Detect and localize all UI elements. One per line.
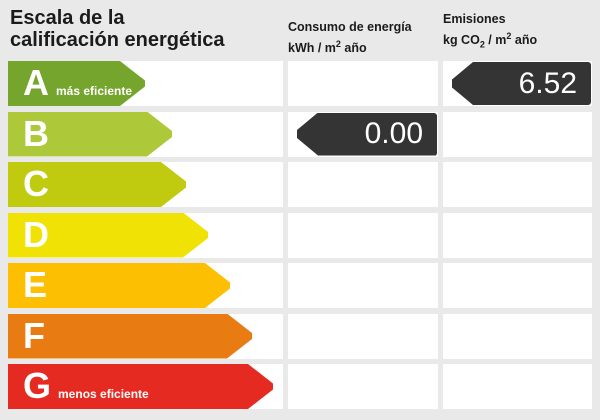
consumo-cell-d (288, 212, 438, 258)
grade-note-g: menos eficiente (58, 387, 149, 401)
grade-letter-e: E (23, 264, 48, 305)
grade-row-c: C (8, 162, 592, 207)
grade-note-a: más eficiente (56, 84, 133, 98)
emisiones-cell-f (443, 313, 592, 359)
emisiones-column-unit: kg CO2 / m2 año (443, 31, 538, 50)
consumo-cell-g (288, 364, 438, 409)
grade-letter-a: A (23, 62, 49, 103)
emisiones-cell-e (443, 263, 592, 308)
consumo-cell-c (288, 162, 438, 207)
grade-arrow-e: E (8, 263, 230, 308)
emisiones-cell-a: 6.52 (443, 61, 592, 106)
consumo-cell-f (288, 313, 438, 359)
consumo-value-marker: 0.00 (297, 113, 437, 156)
scale-cell-c: C (8, 162, 283, 207)
scale-cell-e: E (8, 263, 283, 308)
page-title-line2: calificación energética (10, 29, 225, 51)
scale-cell-a: A más eficiente (8, 61, 283, 106)
consumo-column-title: Consumo de energía (288, 20, 412, 34)
consumo-value: 0.00 (364, 117, 423, 150)
grade-letter-c: C (23, 163, 49, 204)
rating-table: A más eficiente 6.52 B 0.00 (8, 61, 592, 409)
page-title-line1: Escala de la (10, 7, 125, 29)
grade-row-f: F (8, 313, 592, 359)
grade-arrow-c: C (8, 162, 186, 207)
grade-row-g: G menos eficiente (8, 364, 592, 409)
emisiones-column-title: Emisiones (443, 12, 506, 26)
grade-letter-d: D (23, 213, 49, 255)
grade-arrow-g: G menos eficiente (8, 364, 273, 409)
scale-cell-d: D (8, 212, 283, 258)
grade-row-a: A más eficiente 6.52 (8, 61, 592, 106)
consumo-cell-b: 0.00 (288, 111, 438, 157)
scale-cell-b: B (8, 111, 283, 157)
emisiones-cell-c (443, 162, 592, 207)
grade-letter-g: G (23, 365, 52, 406)
grade-arrow-a: A más eficiente (8, 61, 145, 106)
grade-row-d: D (8, 212, 592, 258)
emisiones-cell-g (443, 364, 592, 409)
consumo-column-header: Consumo de energía kWh / m2 año (288, 19, 412, 57)
emisiones-cell-d (443, 212, 592, 258)
consumo-cell-a (288, 61, 438, 106)
grade-row-e: E (8, 263, 592, 308)
page-title: Escala de la calificación energética (10, 7, 225, 51)
grade-arrow-d: D (8, 213, 208, 258)
consumo-cell-e (288, 263, 438, 308)
scale-cell-g: G menos eficiente (8, 364, 283, 409)
scale-cell-f: F (8, 313, 283, 359)
emisiones-value-marker: 6.52 (452, 62, 591, 105)
emisiones-column-header: Emisiones kg CO2 / m2 año (443, 11, 537, 54)
grade-letter-f: F (23, 314, 45, 356)
grade-letter-b: B (23, 112, 49, 154)
consumo-column-unit: kWh / m2 año (288, 39, 367, 56)
emisiones-cell-b (443, 111, 592, 157)
grade-row-b: B 0.00 (8, 111, 592, 157)
grade-arrow-f: F (8, 314, 252, 359)
grade-arrow-b: B (8, 112, 172, 157)
emisiones-value: 6.52 (518, 66, 577, 100)
